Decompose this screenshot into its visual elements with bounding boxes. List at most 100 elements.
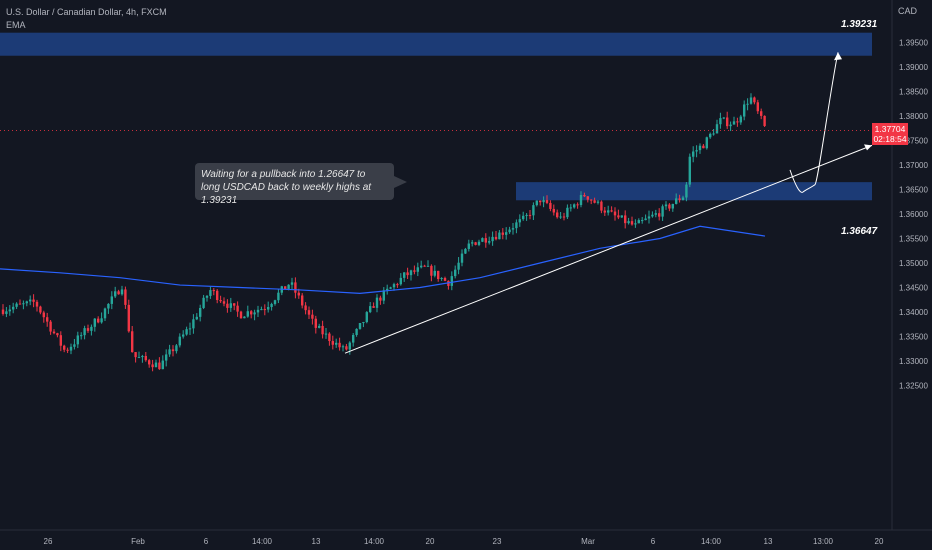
candle	[29, 295, 32, 306]
price-tick-label: 1.35500	[899, 235, 928, 244]
candle-body	[573, 204, 576, 208]
candle-body	[256, 309, 260, 313]
candle	[542, 196, 545, 208]
time-tick-label: 6	[204, 537, 209, 546]
price-tick-label: 1.32500	[899, 382, 928, 391]
candle	[137, 351, 141, 359]
candle	[32, 294, 35, 308]
candle-body	[141, 355, 144, 358]
candle-body	[5, 311, 8, 314]
candle	[49, 320, 52, 335]
candle-body	[260, 309, 263, 311]
candle	[423, 264, 426, 267]
candle-body	[583, 195, 586, 197]
candle-body	[566, 207, 569, 218]
candle	[375, 294, 379, 313]
candle	[545, 195, 549, 205]
candle-body	[756, 102, 759, 112]
candle	[277, 289, 280, 304]
price-tick-label: 1.33000	[899, 357, 928, 366]
candle	[100, 312, 103, 324]
candle-body	[712, 133, 715, 135]
candle	[22, 300, 25, 310]
candle	[80, 332, 83, 340]
candle	[396, 282, 399, 288]
candle-body	[151, 364, 154, 368]
time-tick-label: 13	[312, 537, 321, 546]
candle-body	[263, 309, 266, 311]
trendline-arrowhead	[864, 144, 872, 151]
candle	[607, 205, 610, 216]
candle	[212, 287, 215, 296]
candle-body	[365, 312, 368, 323]
candle	[284, 286, 287, 289]
candle-body	[399, 277, 402, 285]
candle-body	[433, 270, 436, 276]
annotation-callout[interactable]: Waiting for a pullback into 1.26647 to l…	[195, 163, 407, 206]
candle-body	[467, 243, 470, 249]
candle-body	[671, 203, 674, 209]
annotation-line-1: Waiting for a pullback into 1.26647 to	[201, 169, 366, 180]
ema-indicator-label[interactable]: EMA	[6, 20, 26, 30]
candle-body	[603, 210, 606, 213]
candle	[154, 359, 158, 368]
candle	[76, 331, 79, 349]
candle	[42, 310, 45, 323]
candle	[494, 231, 498, 241]
candle	[182, 330, 185, 339]
candle-body	[355, 328, 358, 335]
candle-body	[46, 317, 49, 322]
candle	[148, 358, 151, 368]
candle	[522, 211, 525, 221]
candle	[158, 357, 161, 370]
candle-body	[110, 296, 113, 304]
candle-body	[746, 103, 749, 105]
candle	[426, 260, 430, 267]
candle	[471, 240, 474, 247]
time-tick-label: 20	[426, 537, 435, 546]
candle	[586, 196, 589, 203]
price-tick-label: 1.36000	[899, 210, 928, 219]
candle-body	[590, 199, 593, 201]
candle	[627, 217, 630, 225]
candle	[579, 191, 583, 208]
candle	[732, 116, 736, 125]
candle-body	[596, 201, 600, 203]
time-tick-label: 14:00	[701, 537, 722, 546]
candle	[345, 343, 348, 351]
countdown-timer: 02:18:54	[873, 133, 907, 144]
candle	[90, 324, 93, 336]
candle	[624, 210, 627, 229]
candle-body	[726, 117, 729, 127]
candle	[409, 269, 413, 281]
candle	[661, 204, 664, 222]
candle	[15, 302, 18, 310]
candle	[379, 295, 382, 305]
candle	[549, 200, 552, 212]
candle	[222, 297, 226, 307]
candle-body	[389, 287, 392, 289]
candle	[107, 303, 110, 314]
candle	[756, 99, 759, 114]
candle-body	[15, 303, 18, 307]
candle-body	[90, 326, 93, 331]
candle-body	[114, 291, 117, 297]
symbol-title[interactable]: U.S. Dollar / Canadian Dollar, 4h, FXCM	[6, 7, 167, 17]
candle-body	[29, 299, 32, 302]
candle	[267, 301, 270, 313]
candle-body	[63, 345, 66, 350]
price-tick-label: 1.37000	[899, 161, 928, 170]
candle	[644, 214, 647, 221]
candle-body	[239, 311, 243, 319]
candle	[484, 233, 487, 248]
candle-body	[86, 328, 90, 331]
price-tick-label: 1.39500	[899, 39, 928, 48]
candle	[488, 236, 491, 245]
candle	[651, 211, 654, 218]
candle	[491, 231, 494, 246]
candle	[403, 272, 406, 282]
candle-body	[749, 97, 753, 104]
candle-body	[341, 346, 345, 348]
candle-body	[42, 312, 45, 318]
